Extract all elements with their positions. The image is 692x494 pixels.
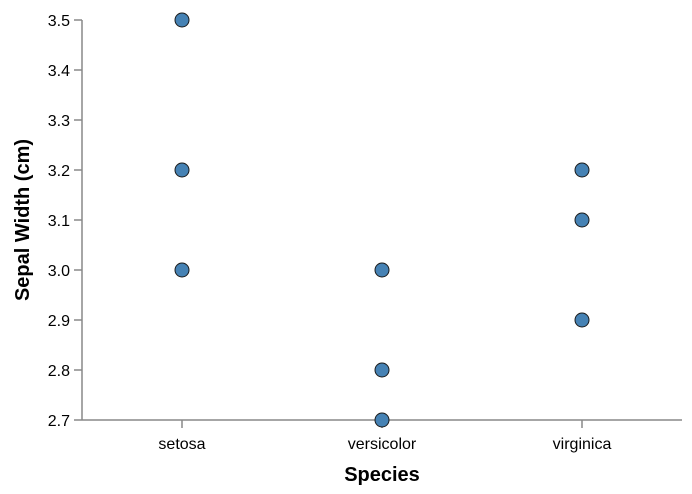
- data-point: [174, 162, 190, 178]
- y-tick-label: 3.0: [48, 263, 70, 280]
- x-tick-label: virginica: [553, 436, 612, 453]
- y-tick-label: 3.5: [48, 13, 70, 30]
- y-axis: 2.7 2.8 2.9 3.0 3.1 3.2 3.3 3.4 3.5: [48, 13, 83, 430]
- data-point: [574, 162, 590, 178]
- y-tick-label: 3.1: [48, 213, 70, 230]
- data-point: [574, 212, 590, 228]
- y-ticks: 2.7 2.8 2.9 3.0 3.1 3.2 3.3 3.4 3.5: [48, 13, 82, 430]
- y-tick-label: 3.3: [48, 113, 70, 130]
- y-tick-label: 2.8: [48, 363, 70, 380]
- data-points: [174, 12, 590, 428]
- data-point: [574, 312, 590, 328]
- data-point: [174, 262, 190, 278]
- x-tick-label: versicolor: [348, 436, 417, 453]
- data-point: [374, 262, 390, 278]
- y-tick-label: 3.2: [48, 163, 70, 180]
- y-axis-title: Sepal Width (cm): [12, 139, 34, 301]
- y-tick-label: 3.4: [48, 63, 70, 80]
- data-point: [174, 12, 190, 28]
- y-tick-label: 2.7: [48, 413, 70, 430]
- data-point: [374, 412, 390, 428]
- data-point: [374, 362, 390, 378]
- x-axis-title: Species: [344, 464, 420, 486]
- y-tick-label: 2.9: [48, 313, 70, 330]
- x-axis: setosa versicolor virginica: [82, 419, 682, 453]
- x-tick-label: setosa: [158, 436, 205, 453]
- x-ticks: setosa versicolor virginica: [158, 420, 611, 453]
